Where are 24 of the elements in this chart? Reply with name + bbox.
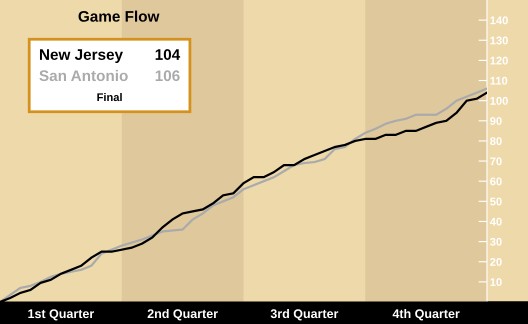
annotation: Final: [97, 92, 122, 102]
y-tick-label: 70: [490, 157, 502, 166]
y-tick-label: 20: [490, 258, 502, 266]
text: New Jersey: [40, 49, 123, 63]
annotation: 106: [156, 70, 180, 82]
x-tick-label: 1st Quarter: [28, 309, 94, 320]
x-tick-label: 3rd Quarter: [270, 308, 338, 320]
text: San Antonio: [39, 70, 128, 82]
text: Game Flow: [78, 10, 160, 22]
y-tick-label: 80: [490, 137, 502, 146]
y-tick-label: 40: [490, 218, 502, 226]
y-tick-label: 100: [490, 96, 508, 105]
y-tick-label: 120: [490, 56, 508, 65]
y-tick-label: 140: [490, 16, 508, 24]
x-tick-label: 4th Quarter: [392, 308, 460, 320]
y-tick-label: 50: [490, 198, 502, 206]
x-tick-label: 2nd Quarter: [148, 308, 218, 320]
y-tick-label: 60: [490, 177, 502, 186]
y-tick-label: 30: [490, 238, 502, 246]
y-tick-label: 110: [490, 76, 508, 85]
y-tick-label: 10: [490, 278, 502, 286]
annotation: 104: [156, 49, 180, 60]
y-tick-label: 130: [490, 36, 508, 44]
y-tick-label: 90: [490, 117, 502, 125]
